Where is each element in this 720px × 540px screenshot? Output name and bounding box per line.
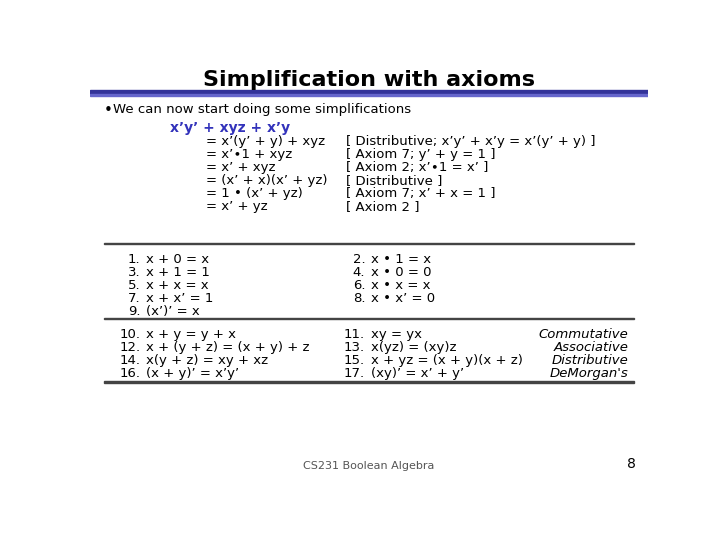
Text: 16.: 16.	[120, 367, 140, 380]
Text: = (x’ + x)(x’ + yz): = (x’ + x)(x’ + yz)	[206, 174, 328, 187]
Text: [ Axiom 2 ]: [ Axiom 2 ]	[346, 200, 419, 213]
Text: x • x’ = 0: x • x’ = 0	[371, 292, 435, 305]
Text: Commutative: Commutative	[539, 328, 629, 341]
Text: 15.: 15.	[344, 354, 365, 367]
Text: 11.: 11.	[344, 328, 365, 341]
Text: We can now start doing some simplifications: We can now start doing some simplificati…	[113, 103, 411, 116]
Text: 2.: 2.	[353, 253, 365, 266]
Text: [ Axiom 2; x’∙1 = x’ ]: [ Axiom 2; x’∙1 = x’ ]	[346, 161, 488, 174]
Text: = 1 • (x’ + yz): = 1 • (x’ + yz)	[206, 187, 303, 200]
Text: x • 1 = x: x • 1 = x	[371, 253, 431, 266]
Text: x(yz) = (xy)z: x(yz) = (xy)z	[371, 341, 456, 354]
Bar	[104, 318, 634, 319]
Text: x + x’ = 1: x + x’ = 1	[145, 292, 213, 305]
Text: 14.: 14.	[120, 354, 140, 367]
Text: [ Distributive ]: [ Distributive ]	[346, 174, 442, 187]
Text: 13.: 13.	[344, 341, 365, 354]
Text: x + x = x: x + x = x	[145, 279, 208, 292]
Text: 5.: 5.	[127, 279, 140, 292]
Text: CS231 Boolean Algebra: CS231 Boolean Algebra	[303, 461, 435, 471]
Text: x(y + z) = xy + xz: x(y + z) = xy + xz	[145, 354, 268, 367]
Text: = x’ + xyz: = x’ + xyz	[206, 161, 276, 174]
Text: 6.: 6.	[353, 279, 365, 292]
Bar	[104, 243, 634, 244]
Text: Distributive: Distributive	[552, 354, 629, 367]
Text: 9.: 9.	[128, 305, 140, 318]
Text: = x’∙1 + xyz: = x’∙1 + xyz	[206, 148, 292, 161]
Text: 10.: 10.	[120, 328, 140, 341]
Text: x + yz = (x + y)(x + z): x + yz = (x + y)(x + z)	[371, 354, 523, 367]
Text: DeMorgan's: DeMorgan's	[550, 367, 629, 380]
Text: Simplification with axioms: Simplification with axioms	[203, 70, 535, 90]
Text: xy = yx: xy = yx	[371, 328, 421, 341]
Text: = x’ + yz: = x’ + yz	[206, 200, 268, 213]
Text: [ Distributive; x’y’ + x’y = x’(y’ + y) ]: [ Distributive; x’y’ + x’y = x’(y’ + y) …	[346, 135, 595, 148]
Text: 3.: 3.	[127, 266, 140, 279]
Text: 8.: 8.	[353, 292, 365, 305]
Text: Associative: Associative	[554, 341, 629, 354]
Text: [ Axiom 7; y’ + y = 1 ]: [ Axiom 7; y’ + y = 1 ]	[346, 148, 495, 161]
Text: [ Axiom 7; x’ + x = 1 ]: [ Axiom 7; x’ + x = 1 ]	[346, 187, 495, 200]
Text: (x’)’ = x: (x’)’ = x	[145, 305, 199, 318]
Text: = x’(y’ + y) + xyz: = x’(y’ + y) + xyz	[206, 135, 325, 148]
Text: •: •	[104, 103, 113, 118]
Text: x + y = y + x: x + y = y + x	[145, 328, 236, 341]
Text: 4.: 4.	[353, 266, 365, 279]
Text: x’y’ + xyz + x’y: x’y’ + xyz + x’y	[170, 121, 290, 135]
Text: x • 0 = 0: x • 0 = 0	[371, 266, 431, 279]
Text: x + 0 = x: x + 0 = x	[145, 253, 209, 266]
Text: 8: 8	[628, 457, 636, 471]
Text: 1.: 1.	[127, 253, 140, 266]
Text: 7.: 7.	[127, 292, 140, 305]
Bar	[90, 90, 648, 94]
Text: (x + y)’ = x’y’: (x + y)’ = x’y’	[145, 367, 239, 380]
Text: x • x = x: x • x = x	[371, 279, 430, 292]
Text: 12.: 12.	[120, 341, 140, 354]
Bar	[104, 381, 634, 383]
Text: x + 1 = 1: x + 1 = 1	[145, 266, 210, 279]
Text: 17.: 17.	[344, 367, 365, 380]
Text: x + (y + z) = (x + y) + z: x + (y + z) = (x + y) + z	[145, 341, 310, 354]
Bar	[90, 94, 648, 96]
Text: (xy)’ = x’ + y’: (xy)’ = x’ + y’	[371, 367, 464, 380]
